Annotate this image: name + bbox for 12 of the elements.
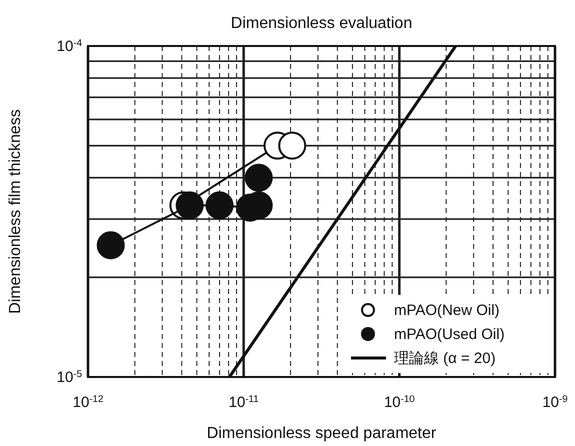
x-tick-label: 10$^{-10}$ [384,394,416,411]
x-tick-label: 10$^{-11}$ [228,394,259,411]
chart-title: Dimensionless evaluation [230,15,412,32]
y-tick-label: 10$^{-4}$ [56,38,83,55]
x-axis-title: Dimensionless speed parameter [206,425,437,442]
y-tick-label: 10$^{-5}$ [56,368,83,386]
legend-label: 理論線 (α = 20) [394,350,496,367]
legend-label: mPAO(New Oil) [394,302,500,319]
legend-label: mPAO(Used Oil) [394,326,505,343]
x-tick-label: 10$^{-9}$ [542,394,568,411]
y-axis-title: Dimensionless film thickness [7,109,24,314]
x-tick-label: 10$^{-12}$ [72,394,104,411]
